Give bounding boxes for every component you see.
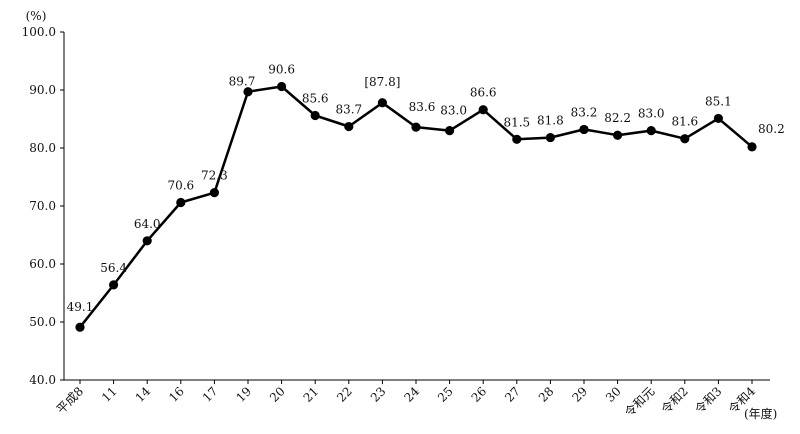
x-tick-label: 23 — [368, 384, 389, 405]
data-point — [209, 188, 219, 198]
x-tick-label: 11 — [99, 384, 120, 405]
y-tick-label: 40.0 — [29, 373, 56, 387]
data-point — [109, 280, 119, 290]
data-label: 64.0 — [134, 217, 161, 231]
data-point — [310, 110, 320, 121]
data-label: 82.2 — [604, 111, 631, 125]
data-label: 83.2 — [571, 105, 598, 119]
x-tick-label: 27 — [502, 384, 523, 405]
data-label: 81.6 — [671, 115, 698, 129]
x-tick-label: 20 — [267, 384, 288, 405]
data-label: 81.8 — [537, 114, 564, 128]
data-label: 85.1 — [705, 94, 732, 108]
data-point — [411, 122, 421, 132]
data-label: 90.6 — [268, 63, 295, 77]
x-tick-label: 17 — [200, 384, 221, 405]
data-point — [243, 87, 253, 97]
data-point — [344, 121, 354, 132]
data-label: 72.3 — [201, 169, 228, 183]
x-tick-label: 14 — [133, 384, 154, 405]
x-tick-label: 19 — [233, 384, 254, 405]
y-tick-label: 100.0 — [22, 25, 56, 39]
data-point — [646, 126, 656, 136]
data-point — [713, 113, 724, 124]
data-point — [377, 98, 387, 108]
x-tick-label: 令和3 — [692, 384, 725, 417]
y-tick-label: 50.0 — [29, 315, 56, 329]
data-point — [747, 142, 757, 152]
y-tick-label: 60.0 — [29, 257, 56, 271]
x-tick-label: 25 — [435, 384, 456, 405]
x-tick-label: 24 — [401, 384, 422, 405]
data-label: 85.6 — [302, 92, 329, 106]
data-point — [512, 134, 522, 144]
x-tick-label: 16 — [166, 384, 187, 405]
series — [75, 81, 757, 332]
data-point — [176, 197, 186, 208]
x-tick-label: 平成8 — [54, 384, 86, 416]
data-point — [75, 322, 85, 332]
y-tick-label: 70.0 — [29, 199, 56, 213]
data-label: [87.8] — [364, 75, 400, 89]
x-tick-label: 21 — [301, 384, 322, 405]
x-tick-label: 30 — [603, 384, 624, 405]
x-tick-label: 22 — [334, 384, 355, 405]
data-label: 83.6 — [409, 100, 436, 114]
data-point — [445, 126, 455, 136]
data-label: 49.1 — [67, 300, 94, 314]
data-point — [545, 132, 556, 143]
x-tick-label: 29 — [569, 384, 590, 405]
y-tick-label: 80.0 — [29, 141, 56, 155]
data-point — [680, 134, 690, 144]
data-label: 80.2 — [758, 122, 785, 136]
x-tick-label: 令和2 — [658, 384, 691, 417]
data-label: 83.0 — [440, 104, 467, 118]
x-tick-label: 令和元 — [621, 384, 657, 420]
data-point — [142, 236, 152, 246]
data-label: 70.6 — [167, 179, 194, 193]
data-point — [277, 81, 287, 92]
y-axis-unit: (%) — [26, 9, 47, 23]
y-tick-label: 90.0 — [29, 83, 56, 97]
x-axis-unit: (年度) — [744, 406, 777, 421]
x-tick-label: 28 — [536, 384, 557, 405]
data-label: 89.7 — [229, 75, 256, 89]
data-point — [579, 124, 589, 135]
data-labels: 49.1 56.4 64.0 70.6 72.3 89.7 90.6 85.6 83.7[87.… — [67, 63, 785, 315]
data-point — [478, 105, 488, 115]
data-label: 56.4 — [100, 261, 127, 275]
y-axis: 40.0 50.0 60.0 70.0 80.0 90.0 100.0 — [22, 25, 65, 387]
x-tick-label: 26 — [469, 384, 490, 405]
data-label: 81.5 — [503, 115, 530, 129]
data-label: 83.0 — [638, 107, 665, 121]
data-label: 86.6 — [470, 86, 497, 100]
data-label: 83.7 — [335, 103, 362, 117]
data-point — [613, 130, 623, 140]
